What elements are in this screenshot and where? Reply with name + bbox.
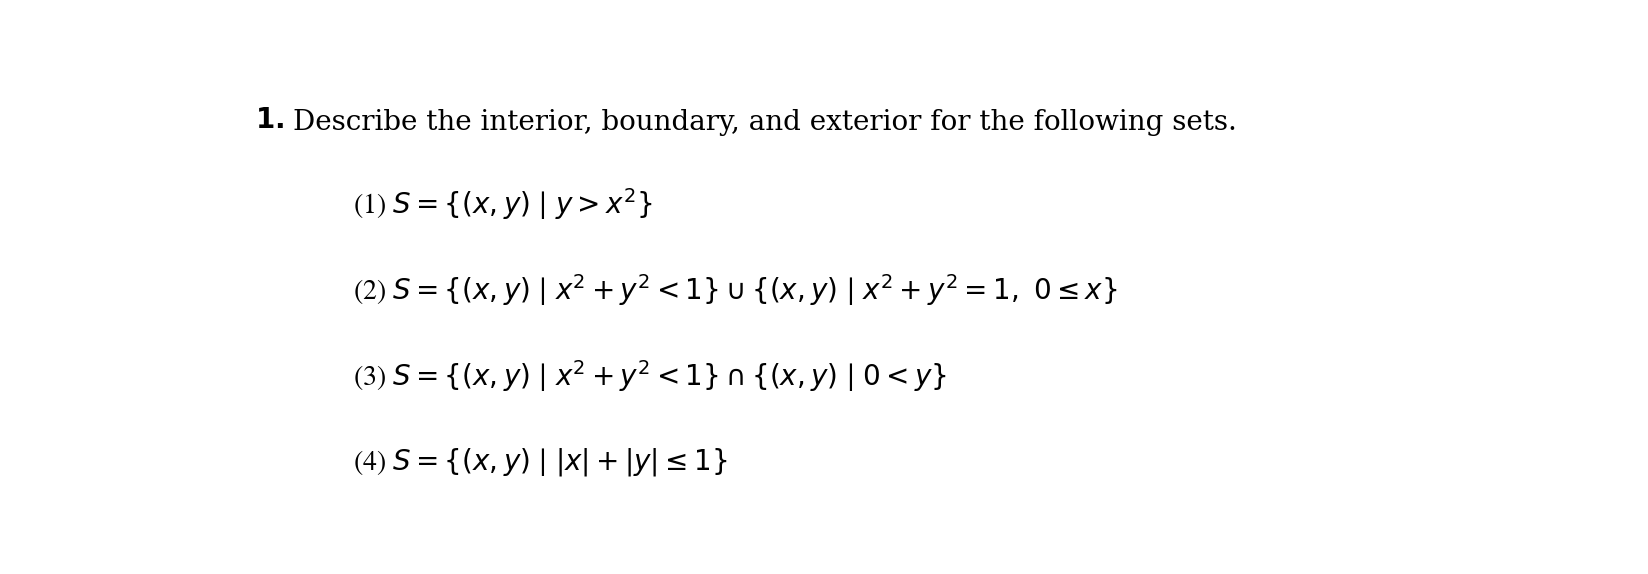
Text: (1) $S = \{(x, y)\mid y > x^2\}$: (1) $S = \{(x, y)\mid y > x^2\}$ — [353, 186, 653, 222]
Text: $\mathbf{1.}$: $\mathbf{1.}$ — [254, 108, 283, 134]
Text: (4) $S = \{(x, y)\mid |x| + |y| \leq 1\}$: (4) $S = \{(x, y)\mid |x| + |y| \leq 1\}… — [353, 446, 727, 478]
Text: Describe the interior, boundary, and exterior for the following sets.: Describe the interior, boundary, and ext… — [293, 108, 1236, 135]
Text: (2) $S = \{(x, y)\mid x^2 + y^2 < 1\} \cup \{(x, y)\mid x^2 + y^2 = 1,\ 0 \leq x: (2) $S = \{(x, y)\mid x^2 + y^2 < 1\} \c… — [353, 272, 1117, 308]
Text: (3) $S = \{(x, y)\mid x^2 + y^2 < 1\} \cap \{(x, y)\mid 0 < y\}$: (3) $S = \{(x, y)\mid x^2 + y^2 < 1\} \c… — [353, 358, 946, 394]
